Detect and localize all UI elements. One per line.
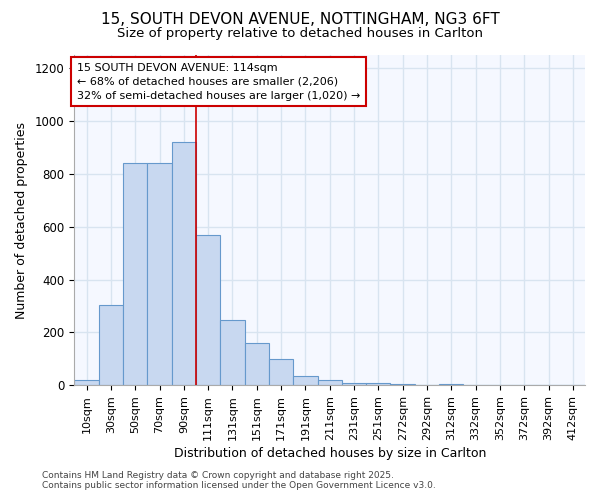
Text: 15, SOUTH DEVON AVENUE, NOTTINGHAM, NG3 6FT: 15, SOUTH DEVON AVENUE, NOTTINGHAM, NG3 …: [101, 12, 499, 28]
Text: Size of property relative to detached houses in Carlton: Size of property relative to detached ho…: [117, 28, 483, 40]
Bar: [342, 382, 366, 385]
Bar: [245, 343, 269, 385]
Y-axis label: Number of detached properties: Number of detached properties: [15, 122, 28, 318]
Bar: [293, 376, 317, 385]
Bar: [391, 384, 415, 385]
Text: 15 SOUTH DEVON AVENUE: 114sqm
← 68% of detached houses are smaller (2,206)
32% o: 15 SOUTH DEVON AVENUE: 114sqm ← 68% of d…: [77, 63, 360, 101]
Bar: [99, 304, 123, 385]
Bar: [366, 382, 391, 385]
Bar: [196, 234, 220, 385]
Bar: [172, 142, 196, 385]
Bar: [269, 359, 293, 385]
Bar: [317, 380, 342, 385]
Bar: [439, 384, 463, 385]
Bar: [123, 164, 148, 385]
X-axis label: Distribution of detached houses by size in Carlton: Distribution of detached houses by size …: [173, 447, 486, 460]
Bar: [220, 320, 245, 385]
Text: Contains HM Land Registry data © Crown copyright and database right 2025.
Contai: Contains HM Land Registry data © Crown c…: [42, 470, 436, 490]
Bar: [148, 164, 172, 385]
Bar: [74, 380, 99, 385]
